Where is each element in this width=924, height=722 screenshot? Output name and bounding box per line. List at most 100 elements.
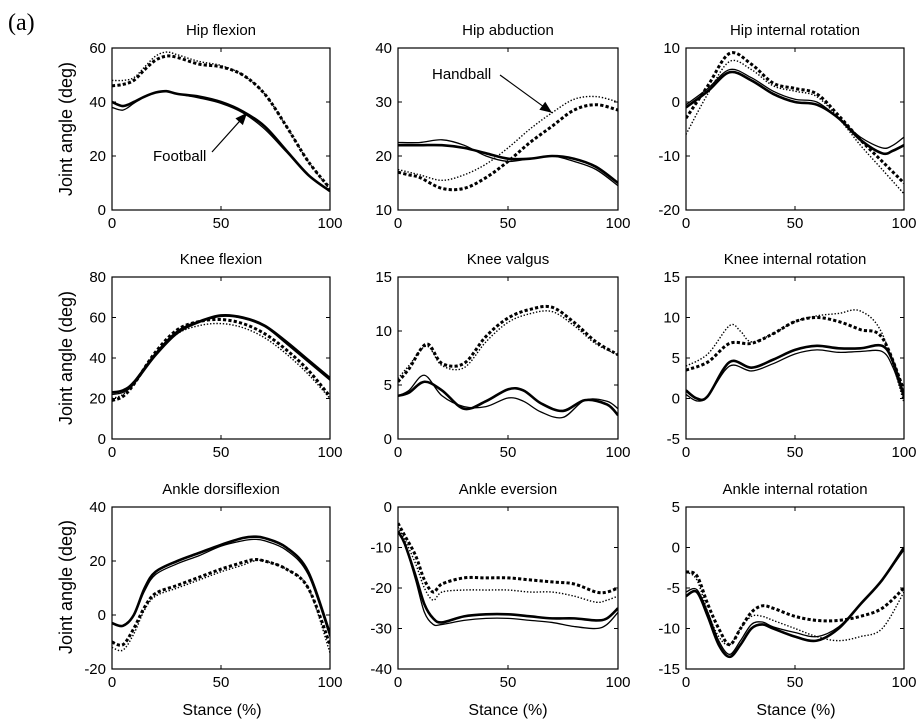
series-line-solid-thin — [686, 549, 904, 656]
series-line-dotted-thin — [398, 310, 618, 379]
series-line-dashed-thick — [112, 558, 330, 647]
y-tick-label: -20 — [658, 202, 680, 219]
axes-box — [397, 506, 619, 670]
series-line-dotted-thin — [686, 309, 904, 403]
xlabel-col-1: Stance (%) — [182, 702, 261, 719]
subplot-1: Hip flexion 0 50 100 0 20 40 60 Football — [89, 22, 342, 232]
axes-box — [111, 47, 331, 211]
series-line-solid-thin — [398, 374, 618, 419]
y-tick-label: -30 — [370, 621, 392, 638]
y-tick-label: -5 — [667, 431, 680, 448]
axes-box — [111, 276, 331, 440]
y-tick-label: 0 — [672, 94, 680, 111]
x-tick-label: 100 — [605, 444, 630, 461]
axes-box — [397, 47, 619, 211]
series-line-solid-thick — [112, 313, 330, 394]
axes-box — [685, 276, 905, 440]
series-line-dashed-thick — [686, 570, 904, 647]
annotation-label: Handball — [432, 66, 491, 83]
y-tick-label: 40 — [89, 499, 106, 516]
x-tick-label: 0 — [108, 674, 116, 691]
series-line-solid-thick — [686, 70, 904, 156]
y-tick-label: 30 — [375, 94, 392, 111]
x-tick-label: 50 — [213, 215, 230, 232]
x-tick-label: 0 — [394, 674, 402, 691]
subplot-title: Ankle internal rotation — [722, 481, 867, 498]
subplot-title: Hip internal rotation — [730, 22, 860, 39]
subplot-3: Hip internal rotation 0 50 100 -20 -10 0 10 — [658, 22, 916, 232]
y-tick-label: 0 — [672, 540, 680, 557]
axes-box — [685, 506, 905, 670]
y-tick-label: -10 — [658, 148, 680, 165]
subplot-title: Knee valgus — [467, 251, 550, 268]
series-line-dotted-thin — [398, 95, 618, 181]
series-line-solid-thin — [686, 349, 904, 402]
series-line-solid-thin — [112, 538, 330, 637]
y-tick-label: 0 — [384, 431, 392, 448]
ylabel-row-3: Joint angle (deg) — [56, 520, 76, 654]
y-tick-label: 60 — [89, 310, 106, 327]
subplot-title: Hip flexion — [186, 22, 256, 39]
series-line-solid-thin — [112, 90, 330, 192]
annotation-arrow-head — [539, 101, 552, 113]
series-line-dashed-thick — [398, 522, 618, 595]
subplot-2: Hip abduction 0 50 100 10 20 30 40 Handball — [375, 22, 630, 232]
y-tick-label: 20 — [89, 391, 106, 408]
ylabel-row-2: Joint angle (deg) — [56, 291, 76, 425]
xlabel-col-3: Stance (%) — [756, 702, 835, 719]
x-tick-label: 50 — [787, 674, 804, 691]
subplot-title: Ankle eversion — [459, 481, 557, 498]
annotation-arrow-head — [235, 112, 248, 126]
series-line-dashed-thick — [686, 316, 904, 391]
y-tick-label: 40 — [89, 94, 106, 111]
x-tick-label: 100 — [605, 674, 630, 691]
x-tick-label: 50 — [787, 444, 804, 461]
y-tick-label: -20 — [84, 661, 106, 678]
series-line-dashed-thick — [112, 317, 330, 402]
x-tick-label: 50 — [787, 215, 804, 232]
subplot-title: Knee flexion — [180, 251, 263, 268]
x-tick-label: 0 — [394, 444, 402, 461]
x-tick-label: 50 — [500, 444, 517, 461]
y-tick-label: 0 — [98, 202, 106, 219]
series-line-dashed-thick — [398, 304, 618, 383]
ylabel-row-1: Joint angle (deg) — [56, 62, 76, 196]
series-line-dotted-thin — [686, 571, 904, 646]
y-tick-label: 10 — [375, 202, 392, 219]
y-tick-label: -5 — [667, 580, 680, 597]
y-tick-label: -10 — [658, 621, 680, 638]
series-line-dashed-thick — [112, 54, 330, 190]
series-line-solid-thin — [686, 68, 904, 149]
x-tick-label: 100 — [317, 674, 342, 691]
subplot-5: Knee valgus 0 50 100 0 5 10 15 — [375, 251, 630, 461]
x-tick-label: 0 — [108, 444, 116, 461]
subplot-4: Knee flexion 0 50 100 0 20 40 60 80 — [89, 251, 342, 461]
y-tick-label: 0 — [672, 391, 680, 408]
series-line-dotted-thin — [686, 59, 904, 195]
y-tick-label: 15 — [375, 269, 392, 286]
series-line-solid-thin — [112, 315, 330, 396]
x-tick-label: 0 — [108, 215, 116, 232]
subplot-8: Ankle eversion 0 50 100 -40 -30 -20 -10 0 — [370, 481, 630, 691]
x-tick-label: 100 — [891, 444, 916, 461]
y-tick-label: 60 — [89, 40, 106, 57]
y-tick-label: 0 — [98, 431, 106, 448]
y-tick-label: 20 — [375, 148, 392, 165]
axes-box — [111, 506, 331, 670]
x-tick-label: 0 — [682, 674, 690, 691]
x-tick-label: 0 — [682, 444, 690, 461]
x-tick-label: 50 — [213, 674, 230, 691]
x-tick-label: 100 — [317, 444, 342, 461]
series-line-solid-thick — [398, 143, 618, 185]
series-line-dotted-thin — [112, 559, 330, 654]
y-tick-label: 40 — [89, 350, 106, 367]
x-tick-label: 50 — [500, 215, 517, 232]
y-tick-label: 0 — [384, 499, 392, 516]
x-tick-label: 100 — [891, 674, 916, 691]
series-line-dotted-thin — [112, 322, 330, 400]
annotation-label: Football — [153, 148, 206, 165]
series-line-dotted-thin — [112, 51, 330, 191]
